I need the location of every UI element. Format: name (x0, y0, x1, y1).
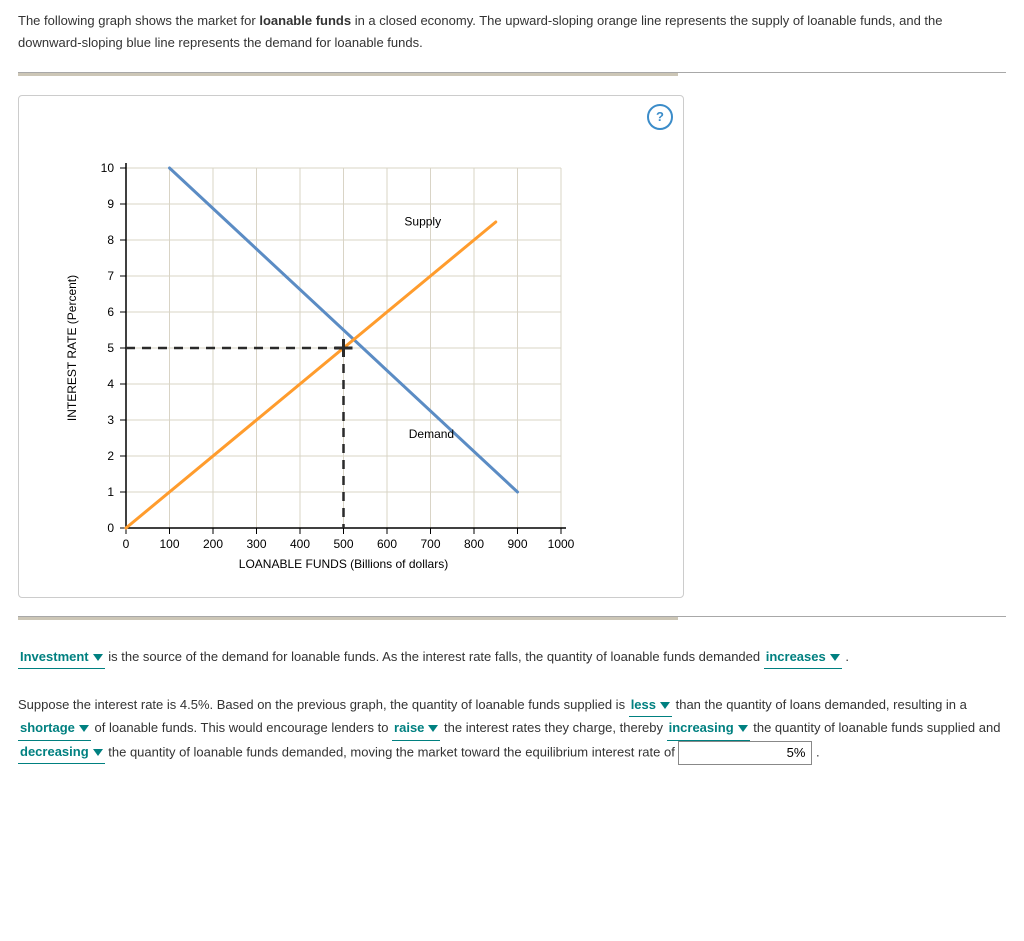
dropdown-direction[interactable]: increases (764, 646, 842, 669)
p3-t1: Suppose the interest rate is 4.5%. Based… (18, 697, 629, 712)
paragraph-3: Suppose the interest rate is 4.5%. Based… (18, 694, 1006, 764)
svg-text:3: 3 (107, 413, 114, 427)
p3-t5: the quantity of loanable funds supplied … (750, 720, 1001, 735)
p3-t3: of loanable funds. This would encourage … (91, 720, 392, 735)
chevron-down-icon (428, 725, 438, 732)
svg-text:500: 500 (333, 537, 353, 551)
intro-bold: loanable funds (259, 13, 351, 28)
p2-t2: . (842, 649, 849, 664)
svg-text:100: 100 (159, 537, 179, 551)
p3-t2: than the quantity of loans demanded, res… (672, 697, 967, 712)
svg-text:INTEREST RATE (Percent): INTEREST RATE (Percent) (65, 275, 79, 421)
svg-text:0: 0 (107, 521, 114, 535)
equilibrium-input[interactable] (678, 741, 812, 765)
p2-t1: is the source of the demand for loanable… (105, 649, 764, 664)
divider-top (18, 72, 1006, 77)
p3-t7: . (812, 744, 819, 759)
svg-text:Demand: Demand (409, 427, 454, 441)
dropdown-raise[interactable]: raise (392, 717, 440, 740)
chart-panel: ? 0 100 200 300 400 500 600 700 800 900 1000 0 1 2 3 4 5… (18, 95, 684, 598)
svg-text:300: 300 (246, 537, 266, 551)
p3-t6: the quantity of loanable funds demanded,… (105, 744, 679, 759)
loanable-funds-chart: 0 100 200 300 400 500 600 700 800 900 1000 0 1 2 3 4 5 6 7… (31, 108, 591, 578)
svg-text:0: 0 (123, 537, 130, 551)
svg-text:1000: 1000 (548, 537, 575, 551)
chevron-down-icon (738, 725, 748, 732)
svg-text:9: 9 (107, 197, 114, 211)
svg-text:900: 900 (507, 537, 527, 551)
chevron-down-icon (93, 654, 103, 661)
svg-text:600: 600 (377, 537, 397, 551)
svg-text:1: 1 (107, 485, 114, 499)
svg-text:2: 2 (107, 449, 114, 463)
intro-paragraph: The following graph shows the market for… (18, 10, 1006, 54)
svg-text:7: 7 (107, 269, 114, 283)
p3-t4: the interest rates they charge, thereby (440, 720, 666, 735)
chevron-down-icon (660, 702, 670, 709)
dropdown-source[interactable]: Investment (18, 646, 105, 669)
svg-text:Supply: Supply (404, 215, 441, 229)
chevron-down-icon (93, 749, 103, 756)
help-button[interactable]: ? (647, 104, 673, 130)
svg-text:5: 5 (107, 341, 114, 355)
chevron-down-icon (830, 654, 840, 661)
chevron-down-icon (79, 725, 89, 732)
svg-text:4: 4 (107, 377, 114, 391)
dropdown-increasing[interactable]: increasing (667, 717, 750, 740)
paragraph-2: Investment is the source of the demand f… (18, 646, 1006, 669)
svg-text:400: 400 (290, 537, 310, 551)
divider-bottom (18, 616, 1006, 621)
svg-text:10: 10 (101, 161, 115, 175)
svg-text:6: 6 (107, 305, 114, 319)
svg-text:200: 200 (203, 537, 223, 551)
svg-text:LOANABLE FUNDS (Billions of do: LOANABLE FUNDS (Billions of dollars) (239, 557, 448, 571)
svg-text:800: 800 (464, 537, 484, 551)
intro-text-a: The following graph shows the market for (18, 13, 259, 28)
dropdown-decreasing[interactable]: decreasing (18, 741, 105, 764)
dropdown-shortage[interactable]: shortage (18, 717, 91, 740)
svg-text:700: 700 (420, 537, 440, 551)
svg-text:8: 8 (107, 233, 114, 247)
dropdown-lessmore[interactable]: less (629, 694, 672, 717)
